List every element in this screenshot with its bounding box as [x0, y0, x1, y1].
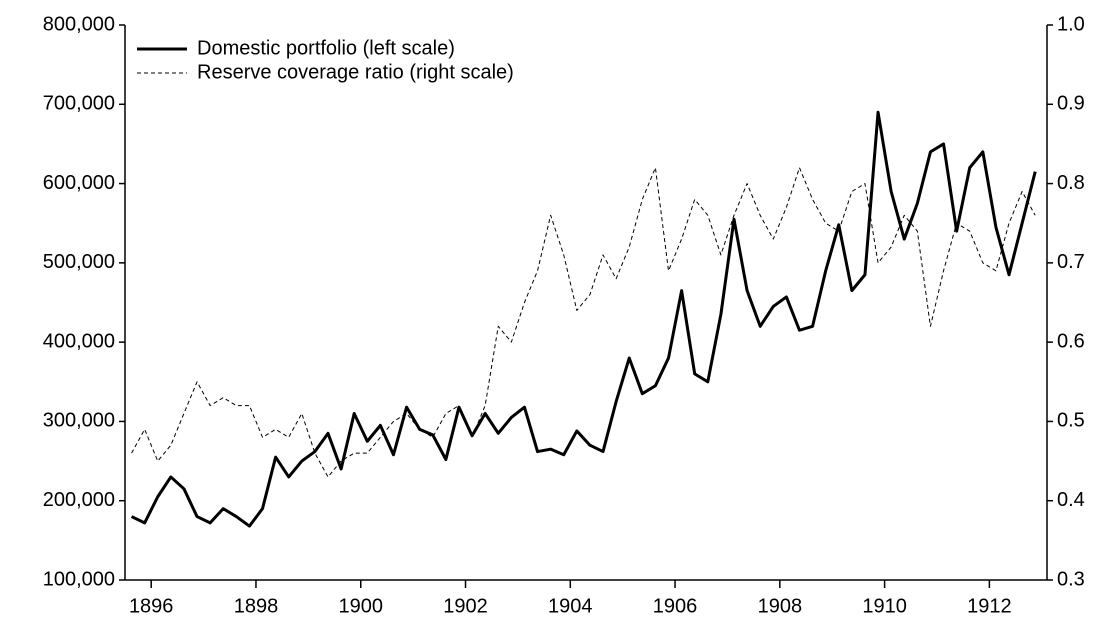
y2-tick-label: 1.0 [1057, 13, 1085, 35]
y2-tick-label: 0.3 [1057, 568, 1085, 590]
x-tick-label: 1898 [234, 595, 279, 617]
legend-label: Reserve coverage ratio (right scale) [197, 61, 514, 83]
y-tick-label: 600,000 [43, 172, 115, 194]
y-tick-label: 500,000 [43, 251, 115, 273]
x-tick-label: 1912 [967, 595, 1012, 617]
y-tick-label: 200,000 [43, 489, 115, 511]
y2-tick-label: 0.6 [1057, 330, 1085, 352]
y2-tick-label: 0.8 [1057, 172, 1085, 194]
series-line [131, 167, 1036, 478]
y-tick-label: 100,000 [43, 568, 115, 590]
y2-tick-label: 0.5 [1057, 410, 1085, 432]
y2-tick-label: 0.7 [1057, 251, 1085, 273]
x-tick-label: 1896 [129, 595, 174, 617]
series-line [130, 110, 1037, 528]
y2-tick-label: 0.4 [1057, 489, 1085, 511]
x-tick-label: 1910 [862, 595, 907, 617]
y-tick-label: 400,000 [43, 330, 115, 352]
y2-tick-label: 0.9 [1057, 93, 1085, 115]
x-tick-label: 1902 [443, 595, 488, 617]
y-tick-label: 800,000 [43, 13, 115, 35]
x-tick-label: 1900 [338, 595, 383, 617]
legend-label: Domestic portfolio (left scale) [197, 37, 455, 59]
x-tick-label: 1906 [653, 595, 698, 617]
y-tick-label: 300,000 [43, 410, 115, 432]
y-tick-label: 700,000 [43, 93, 115, 115]
x-tick-label: 1908 [758, 595, 803, 617]
x-tick-label: 1904 [548, 595, 593, 617]
